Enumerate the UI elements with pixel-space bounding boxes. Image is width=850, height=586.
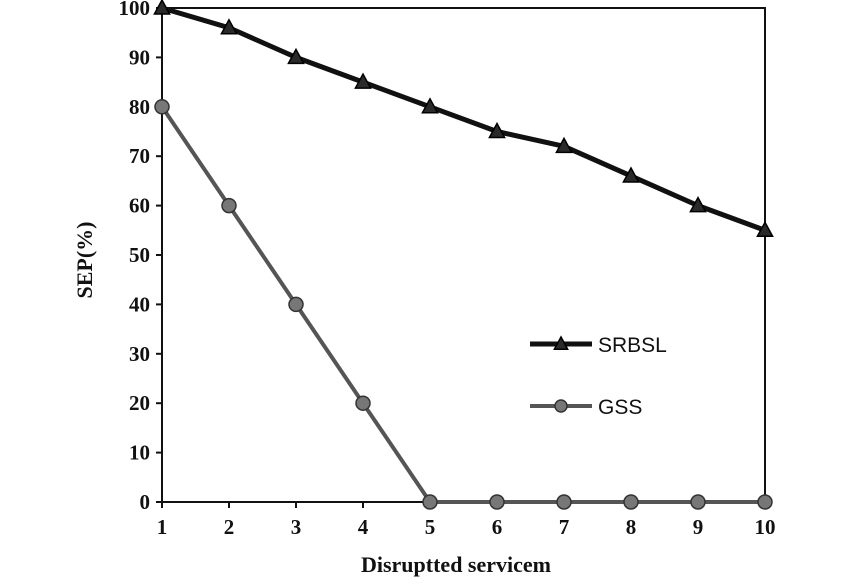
data-point [622,166,640,183]
y-axis: 0 10 20 30 40 50 60 70 80 90 100 [119,0,162,514]
x-tick-label: 7 [559,515,570,539]
y-tick-label: 0 [140,490,151,514]
x-tick-label: 8 [626,515,637,539]
data-point [288,296,304,313]
data-point [488,121,506,139]
series-gss [154,99,773,510]
y-tick-label: 20 [129,391,150,415]
x-tick-label: 5 [425,515,436,539]
data-point [154,99,170,115]
data-point [421,97,439,114]
data-point [757,494,773,510]
data-point [153,0,171,15]
x-tick-label: 4 [358,515,369,539]
data-point [756,220,774,238]
x-tick-label: 3 [291,515,302,539]
legend-label: SRBSL [598,334,667,357]
series-layer [153,0,774,510]
legend-item: GSS [530,396,642,419]
data-point [555,136,573,154]
series-line [161,5,766,233]
legend-label: GSS [598,396,642,419]
y-tick-label: 10 [129,441,150,465]
series-srbsl [153,0,774,238]
plot-area-frame [161,7,766,503]
y-tick-label: 100 [119,0,151,20]
y-tick-label: 60 [129,194,150,218]
legend-item: SRBSL [530,334,667,357]
y-tick-label: 80 [129,95,150,119]
y-axis-title: SEP(%) [72,222,97,299]
y-tick-label: 50 [129,243,150,267]
legend: SRBSL GSS [530,334,667,419]
legend-marker [553,335,569,350]
x-axis: 1 2 3 4 5 6 7 8 9 10 [157,502,776,539]
data-point [422,494,438,510]
data-point [556,494,572,510]
x-tick-label: 10 [755,515,776,539]
data-point [489,494,505,510]
data-point [623,494,639,510]
x-axis-title: Disruptted servicem [361,552,551,577]
data-point [355,395,371,411]
data-point [221,197,237,214]
legend-marker [554,399,568,413]
data-point [220,18,238,35]
x-tick-label: 2 [224,515,235,539]
data-point [287,47,305,65]
y-tick-label: 70 [129,144,150,168]
data-point [689,196,707,213]
data-point [354,72,372,89]
x-tick-label: 9 [693,515,704,539]
data-point [690,494,706,510]
x-tick-label: 1 [157,515,168,539]
y-tick-label: 30 [129,342,150,366]
y-tick-label: 40 [129,292,150,316]
series-line [160,105,765,504]
x-tick-label: 6 [492,515,503,539]
y-tick-label: 90 [129,45,150,69]
